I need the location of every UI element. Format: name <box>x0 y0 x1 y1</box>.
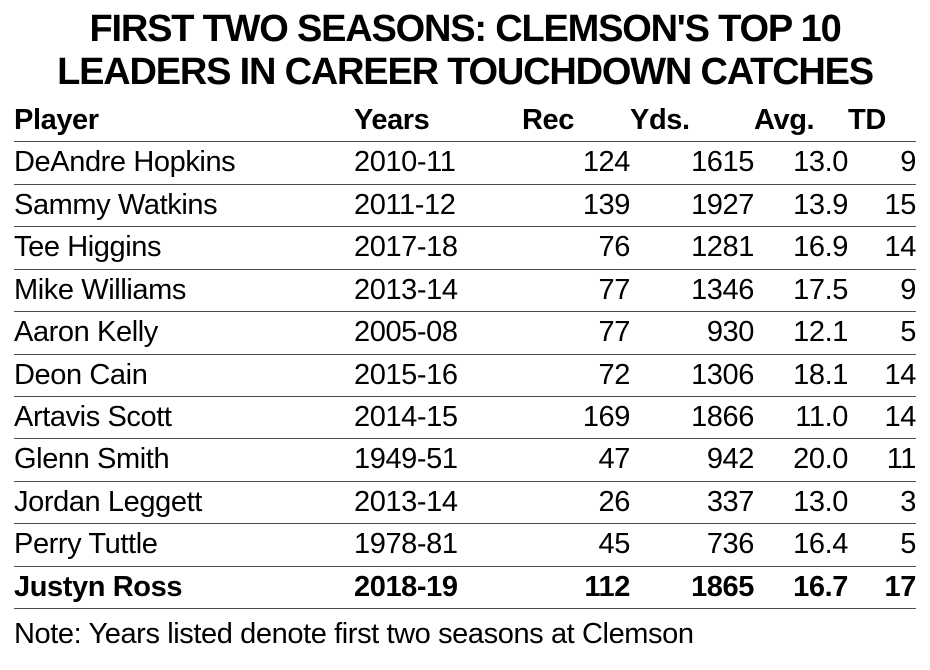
cell-td: 14 <box>884 231 916 264</box>
cell-player: Sammy Watkins <box>14 188 218 221</box>
cell-yds: 1866 <box>691 400 754 433</box>
cell-player: Aaron Kelly <box>14 316 158 349</box>
cell-rec: 76 <box>598 231 630 264</box>
cell-rec: 169 <box>582 400 630 433</box>
cell-years: 2013-14 <box>354 273 458 306</box>
cell-avg: 13.0 <box>793 485 848 518</box>
cell-td: 11 <box>886 443 916 476</box>
cell-td: 9 <box>900 273 916 306</box>
footnote: Note: Years listed denote first two seas… <box>14 618 694 651</box>
table-row-highlighted: Justyn Ross 2018-19 112 1865 16.7 17 <box>14 566 916 609</box>
cell-td: 14 <box>884 358 916 391</box>
cell-yds: 1306 <box>691 358 754 391</box>
cell-td: 15 <box>884 188 916 221</box>
cell-player: DeAndre Hopkins <box>14 146 236 179</box>
column-header-player: Player <box>14 103 99 136</box>
cell-rec: 77 <box>598 273 630 306</box>
column-header-td: TD <box>848 103 886 136</box>
cell-avg: 12.1 <box>793 316 848 349</box>
column-header-rec: Rec <box>522 103 574 136</box>
cell-td: 3 <box>900 485 916 518</box>
cell-rec: 77 <box>598 316 630 349</box>
cell-rec: 26 <box>598 485 630 518</box>
table-row: Mike Williams 2013-14 77 1346 17.5 9 <box>14 269 916 312</box>
cell-rec: 139 <box>582 188 630 221</box>
cell-years: 2018-19 <box>354 570 458 603</box>
cell-player: Glenn Smith <box>14 443 170 476</box>
table-title-line-2: LEADERS IN CAREER TOUCHDOWN CATCHES <box>57 50 874 93</box>
cell-rec: 47 <box>598 443 630 476</box>
cell-avg: 11.0 <box>795 400 848 433</box>
cell-years: 2017-18 <box>354 231 458 264</box>
cell-avg: 16.7 <box>793 570 848 603</box>
cell-yds: 942 <box>706 443 754 476</box>
cell-avg: 13.9 <box>793 188 848 221</box>
cell-years: 1978-81 <box>354 528 458 561</box>
column-header-avg: Avg. <box>754 103 815 136</box>
cell-avg: 16.9 <box>793 231 848 264</box>
cell-years: 2014-15 <box>354 400 458 433</box>
cell-player: Perry Tuttle <box>14 528 158 561</box>
cell-player: Artavis Scott <box>14 400 172 433</box>
cell-player: Deon Cain <box>14 358 148 391</box>
cell-yds: 1927 <box>691 188 754 221</box>
cell-yds: 1346 <box>691 273 754 306</box>
table-title: FIRST TWO SEASONS: CLEMSON'S TOP 10 LEAD… <box>0 0 930 94</box>
cell-td: 5 <box>900 316 916 349</box>
cell-rec: 124 <box>582 146 630 179</box>
cell-player: Justyn Ross <box>14 570 183 603</box>
table-row: DeAndre Hopkins 2010-11 124 1615 13.0 9 <box>14 142 916 185</box>
cell-years: 1949-51 <box>354 443 458 476</box>
cell-td: 14 <box>884 400 916 433</box>
table-row: Perry Tuttle 1978-81 45 736 16.4 5 <box>14 524 916 567</box>
cell-avg: 20.0 <box>793 443 848 476</box>
cell-td: 9 <box>900 146 916 179</box>
cell-yds: 337 <box>706 485 754 518</box>
cell-td: 5 <box>900 528 916 561</box>
cell-yds: 1865 <box>691 570 754 603</box>
header-row: Player Years Rec Yds. Avg. TD <box>14 100 916 142</box>
cell-yds: 1281 <box>691 231 754 264</box>
column-header-yds: Yds. <box>630 103 690 136</box>
cell-avg: 16.4 <box>793 528 848 561</box>
cell-years: 2005-08 <box>354 316 458 349</box>
cell-years: 2010-11 <box>354 146 456 179</box>
cell-yds: 930 <box>706 316 754 349</box>
cell-td: 17 <box>884 570 916 603</box>
table-row: Jordan Leggett 2013-14 26 337 13.0 3 <box>14 481 916 524</box>
cell-rec: 45 <box>598 528 630 561</box>
table-row: Sammy Watkins 2011-12 139 1927 13.9 15 <box>14 184 916 227</box>
cell-years: 2015-16 <box>354 358 458 391</box>
cell-player: Jordan Leggett <box>14 485 202 518</box>
cell-rec: 72 <box>598 358 630 391</box>
table-row: Glenn Smith 1949-51 47 942 20.0 11 <box>14 439 916 482</box>
cell-avg: 13.0 <box>793 146 848 179</box>
table-title-line-1: FIRST TWO SEASONS: CLEMSON'S TOP 10 <box>89 8 841 50</box>
cell-years: 2013-14 <box>354 485 458 518</box>
stats-table: Player Years Rec Yds. Avg. TD DeAndre Ho… <box>14 100 916 609</box>
table-row: Artavis Scott 2014-15 169 1866 11.0 14 <box>14 396 916 439</box>
cell-years: 2011-12 <box>354 188 456 221</box>
cell-yds: 1615 <box>691 146 754 179</box>
table-row: Tee Higgins 2017-18 76 1281 16.9 14 <box>14 227 916 270</box>
column-header-years: Years <box>354 103 430 136</box>
cell-player: Tee Higgins <box>14 231 162 264</box>
cell-player: Mike Williams <box>14 273 187 306</box>
cell-avg: 17.5 <box>793 273 848 306</box>
table-row: Deon Cain 2015-16 72 1306 18.1 14 <box>14 354 916 397</box>
cell-yds: 736 <box>706 528 754 561</box>
cell-avg: 18.1 <box>793 358 848 391</box>
cell-rec: 112 <box>584 570 630 603</box>
table-row: Aaron Kelly 2005-08 77 930 12.1 5 <box>14 312 916 354</box>
